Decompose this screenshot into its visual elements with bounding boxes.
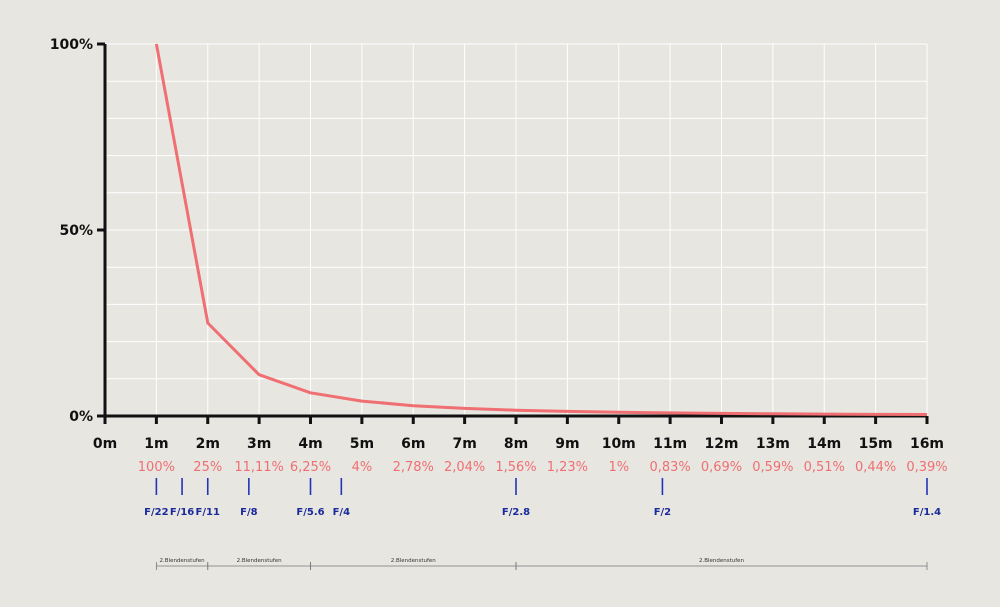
x-tick-label: 5m xyxy=(350,436,374,452)
value-label: 4% xyxy=(352,460,373,475)
y-tick-label: 0% xyxy=(69,409,93,425)
value-label: 0,59% xyxy=(752,460,793,475)
x-tick-label: 9m xyxy=(555,436,579,452)
fstop-label: F/11 xyxy=(196,507,220,518)
value-label: 1,23% xyxy=(547,460,588,475)
x-tick-label: 7m xyxy=(452,436,476,452)
value-labels: 100% 25% 11,11% 6,25% 4% 2,78% 2,04% 1,56% 1,23%… xyxy=(138,460,948,475)
x-tick-label: 10m xyxy=(602,436,636,452)
x-tick-label: 6m xyxy=(401,436,425,452)
value-label: 100% xyxy=(138,460,175,475)
value-label: 25% xyxy=(193,460,222,475)
value-label: 11,11% xyxy=(234,460,284,475)
stop-brackets: 2.Blendenstufen 2.Blendenstufen 2.Blendens… xyxy=(155,558,928,570)
value-label: 1% xyxy=(608,460,629,475)
x-tick-label: 8m xyxy=(504,436,528,452)
value-label: 1,56% xyxy=(495,460,536,475)
value-label: 2,78% xyxy=(393,460,434,475)
bracket-label: 2.Blendenstufen xyxy=(237,558,283,564)
x-tick-labels: 0m 1m 2m 3m 4m 5m 6m 7m 8m 9m 10m 11m 12m 13m 14m 15m 16… xyxy=(93,436,944,452)
series-line xyxy=(154,43,928,416)
grid xyxy=(105,43,928,416)
axes xyxy=(97,42,929,424)
x-tick-label: 2m xyxy=(196,436,220,452)
x-tick-label: 14m xyxy=(807,436,841,452)
bracket-label: 2.Blendenstufen xyxy=(391,558,437,564)
x-tick-label: 4m xyxy=(298,436,322,452)
fstop-label: F/4 xyxy=(333,507,350,518)
bracket-label: 2.Blendenstufen xyxy=(699,558,745,564)
x-tick-label: 16m xyxy=(910,436,944,452)
x-tick-label: 12m xyxy=(704,436,738,452)
fstop-label: F/8 xyxy=(240,507,257,518)
y-tick-label: 100% xyxy=(50,37,93,53)
fstop-label: F/2 xyxy=(654,507,671,518)
value-label: 0,51% xyxy=(804,460,845,475)
y-tick-label: 50% xyxy=(59,223,93,239)
fstop-label: F/5.6 xyxy=(296,507,324,518)
x-tick-label: 0m xyxy=(93,436,117,452)
fstop-label: F/16 xyxy=(170,507,194,518)
value-label: 0,44% xyxy=(855,460,896,475)
fstop-label: F/22 xyxy=(144,507,168,518)
fstop-label: F/1.4 xyxy=(913,507,941,518)
value-label: 0,83% xyxy=(649,460,690,475)
x-tick-label: 3m xyxy=(247,436,271,452)
x-tick-label: 13m xyxy=(756,436,790,452)
value-label: 0,69% xyxy=(701,460,742,475)
fstop-markers: F/22 F/16 F/11 F/8 F/5.6 F/4 F/2.8 F/2 F/1.4 xyxy=(144,478,941,518)
value-label: 6,25% xyxy=(290,460,331,475)
fstop-label: F/2.8 xyxy=(502,507,530,518)
x-tick-label: 11m xyxy=(653,436,687,452)
bracket-label: 2.Blendenstufen xyxy=(160,558,206,564)
x-tick-label: 15m xyxy=(859,436,893,452)
x-tick-label: 1m xyxy=(144,436,168,452)
value-label: 2,04% xyxy=(444,460,485,475)
y-tick-labels: 0% 50% 100% xyxy=(50,37,93,425)
value-label: 0,39% xyxy=(906,460,947,475)
series xyxy=(154,43,928,416)
